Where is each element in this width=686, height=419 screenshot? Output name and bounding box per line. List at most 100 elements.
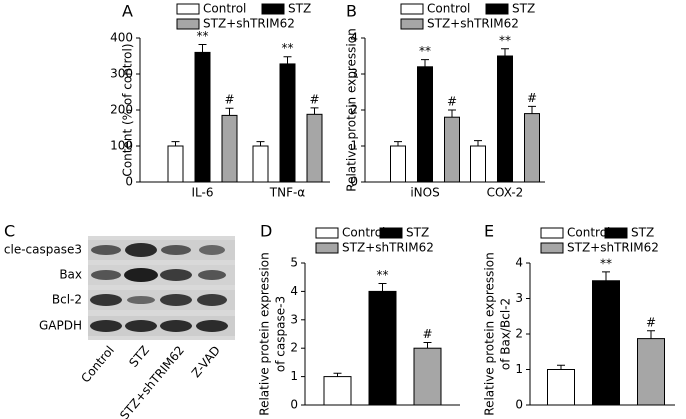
legend-label: STZ+shTRIM62	[342, 241, 434, 255]
blot-band	[196, 320, 228, 332]
lane-label: STZ+shTRIM62	[117, 343, 187, 419]
y-tick-label: 300	[110, 67, 133, 81]
panel-label: B	[346, 2, 357, 21]
legend-label: Control	[203, 2, 246, 16]
bar	[417, 66, 433, 183]
lane-label: Control	[78, 343, 117, 385]
blot-band	[160, 320, 192, 332]
legend-swatch	[379, 227, 403, 239]
error-bar	[528, 105, 536, 114]
blot-band	[160, 294, 192, 306]
bar	[637, 338, 665, 406]
bar	[194, 51, 211, 183]
significance-label: #	[646, 315, 656, 329]
y-tick-label: 2	[515, 327, 523, 341]
bar	[413, 347, 442, 406]
error-bar	[310, 107, 319, 115]
significance-label: #	[224, 93, 234, 107]
error-bar	[501, 48, 509, 56]
bar	[390, 145, 406, 183]
error-bar	[283, 56, 292, 64]
x-tick-label: COX-2	[487, 186, 524, 200]
significance-label: #	[447, 95, 457, 109]
y-tick-label: 0	[125, 175, 133, 189]
significance-label: #	[527, 91, 537, 105]
y-axis-label: Relative protein expression	[483, 252, 497, 415]
legend-label: Control	[427, 2, 470, 16]
legend-swatch	[400, 3, 424, 15]
panel-label: D	[260, 222, 272, 241]
error-bar	[421, 59, 429, 67]
blot-band	[90, 294, 122, 306]
error-bar	[602, 271, 610, 281]
legend-swatch	[315, 227, 339, 239]
error-bar	[557, 364, 565, 370]
blot-band	[160, 269, 192, 281]
legend-swatch	[261, 3, 285, 15]
x-tick-label: TNF-α	[269, 186, 306, 200]
x-tick-label: iNOS	[410, 186, 439, 200]
error-bar	[198, 43, 207, 53]
y-tick-label: 4	[350, 31, 358, 45]
y-axis-label: Relative protein expression	[258, 252, 272, 415]
blot-image	[88, 236, 235, 340]
bar	[470, 145, 486, 183]
blot-band	[91, 245, 121, 255]
error-bar	[423, 342, 432, 349]
bar	[167, 145, 184, 183]
row-label: Bax	[59, 268, 82, 282]
error-bar	[333, 372, 342, 377]
y-tick-label: 1	[290, 369, 298, 383]
x-tick-label: IL-6	[192, 186, 214, 200]
panel-label: C	[4, 222, 15, 241]
blot-band	[198, 270, 226, 280]
significance-label: **	[197, 29, 209, 43]
panel-label: A	[122, 2, 133, 21]
legend-label: STZ	[288, 2, 311, 16]
legend-label: STZ+shTRIM62	[427, 17, 519, 31]
y-tick-label: 2	[290, 341, 298, 355]
blot-band	[125, 243, 157, 257]
y-tick-label: 1	[350, 139, 358, 153]
legend-label: Control	[567, 226, 610, 240]
legend-label: STZ	[631, 226, 654, 240]
bar	[444, 116, 460, 183]
blot-band	[90, 320, 122, 332]
row-label: cle-caspase3	[4, 243, 82, 257]
significance-label: **	[600, 256, 612, 270]
blot-band	[197, 294, 227, 306]
y-tick-label: 4	[515, 256, 523, 270]
y-tick-label: 0	[515, 398, 523, 412]
y-tick-label: 1	[515, 362, 523, 376]
blot-band	[199, 245, 225, 255]
legend-swatch	[540, 227, 564, 239]
y-axis-label: Relative protein expression	[345, 28, 359, 191]
y-axis-label: of Bax/Bcl-2	[499, 298, 513, 370]
lane-label: Z-VAD	[189, 343, 223, 380]
y-axis-label: Content (% of control)	[121, 43, 135, 176]
legend-label: STZ+shTRIM62	[567, 241, 659, 255]
significance-label: **	[419, 44, 431, 58]
y-tick-label: 0	[350, 175, 358, 189]
blot-band	[124, 268, 158, 282]
y-tick-label: 2	[350, 103, 358, 117]
error-bar	[171, 141, 180, 146]
blot-band	[161, 245, 191, 255]
blot-band	[127, 296, 155, 304]
row-label: GAPDH	[39, 319, 82, 333]
bar	[368, 290, 397, 406]
bar	[306, 113, 323, 183]
legend-swatch	[604, 227, 628, 239]
bar	[279, 63, 296, 183]
bar	[323, 376, 352, 406]
bar	[252, 145, 269, 183]
error-bar	[394, 141, 402, 146]
error-bar	[448, 109, 456, 118]
legend-swatch	[176, 3, 200, 15]
bar	[547, 369, 575, 406]
bar	[524, 113, 540, 183]
y-tick-label: 100	[110, 139, 133, 153]
y-axis-label: of caspase-3	[274, 296, 288, 372]
